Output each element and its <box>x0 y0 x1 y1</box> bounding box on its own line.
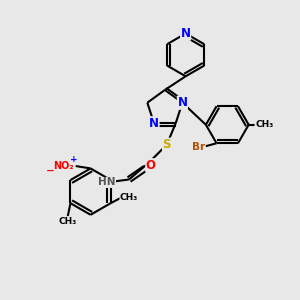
Text: HN: HN <box>98 177 116 188</box>
Text: N: N <box>149 117 159 130</box>
Text: CH₃: CH₃ <box>120 193 138 202</box>
Text: CH₃: CH₃ <box>255 120 273 129</box>
Text: N: N <box>177 96 188 109</box>
Text: +: + <box>70 155 77 164</box>
Text: CH₃: CH₃ <box>58 217 76 226</box>
Text: Br: Br <box>192 142 205 152</box>
Text: NO₂: NO₂ <box>53 161 74 171</box>
Text: −: − <box>46 166 54 176</box>
Text: N: N <box>181 27 191 40</box>
Text: S: S <box>163 138 171 151</box>
Text: O: O <box>146 159 156 172</box>
